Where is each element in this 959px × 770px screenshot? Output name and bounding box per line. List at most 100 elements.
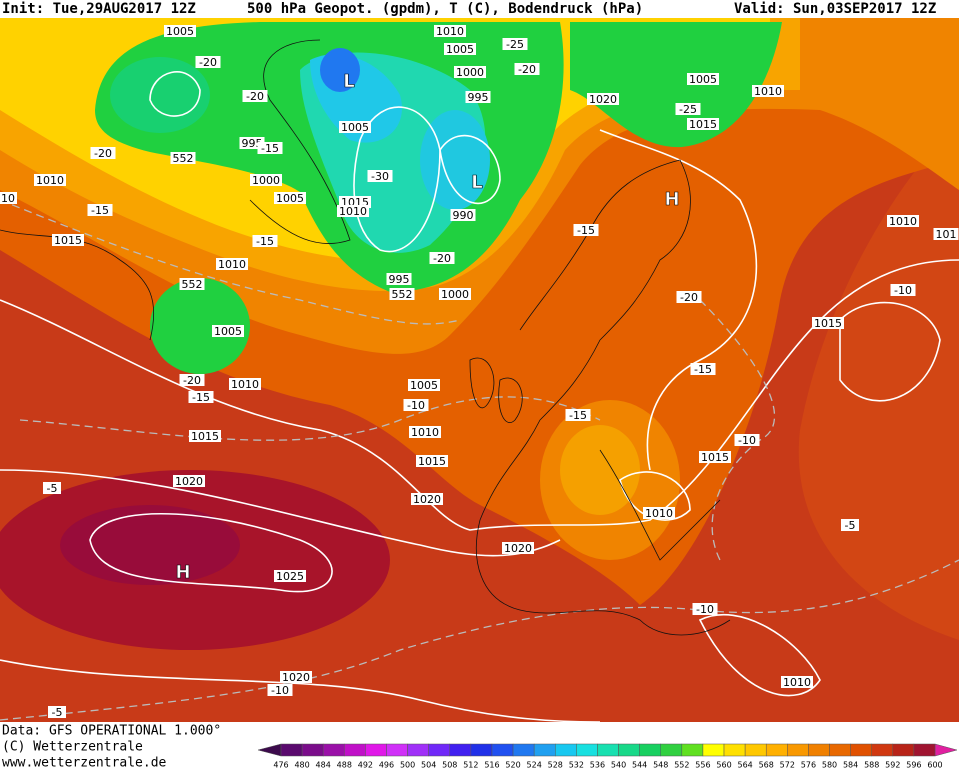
label-box	[274, 570, 306, 582]
isobar-label: 1015	[191, 430, 219, 443]
isobar-label: 1015	[54, 234, 82, 247]
isobar-label: -5	[845, 519, 856, 532]
coastlines	[0, 39, 731, 636]
label-box	[781, 676, 813, 688]
colorbar-box	[723, 743, 746, 757]
label-box	[812, 317, 844, 329]
colorbar-label: 476	[273, 761, 288, 770]
label-box	[179, 374, 205, 386]
isobar-label: -10	[738, 434, 756, 447]
isobar-label: -5	[47, 482, 58, 495]
label-box	[408, 379, 440, 391]
colorbar-box	[365, 743, 387, 757]
colorbar-box	[491, 743, 514, 757]
label-box	[267, 684, 293, 696]
isobar-label: 1010	[231, 378, 259, 391]
label-box	[188, 391, 214, 403]
label-box	[416, 455, 448, 467]
label-box	[502, 542, 534, 554]
label-box	[429, 252, 455, 264]
label-box	[675, 103, 701, 115]
colorbar-box	[322, 743, 345, 757]
label-box	[389, 288, 415, 300]
label-box	[250, 174, 282, 186]
colorbar-label: 524	[527, 761, 542, 770]
label-box	[280, 671, 312, 683]
colorbar-label: 512	[463, 761, 478, 770]
init-time: Init: Tue,29AUG2017 12Z	[2, 1, 196, 17]
label-box	[699, 451, 731, 463]
valid-time: Valid: Sun,03SEP2017 12Z	[734, 1, 936, 17]
map-title: 500 hPa Geopot. (gpdm), T (C), Bodendruc…	[247, 1, 643, 17]
label-box	[933, 228, 959, 240]
colorbar-label: 520	[505, 761, 520, 770]
pressure-center: L	[471, 172, 482, 193]
pressure-center: H	[175, 562, 190, 583]
colorbar-box	[765, 743, 788, 757]
isobar-label: -10	[894, 284, 912, 297]
isobar-label: 990	[453, 209, 474, 222]
colorbar-label: 540	[611, 761, 626, 770]
isobar-label: -15	[192, 391, 210, 404]
isobar-label: -20	[94, 147, 112, 160]
colorbar-label: 576	[801, 761, 816, 770]
temperature-lines	[0, 199, 959, 721]
label-box	[189, 430, 221, 442]
label-box	[242, 90, 268, 102]
isobar-label: 1000	[456, 66, 484, 79]
colorbar-box	[829, 743, 851, 757]
data-source: Data: GFS OPERATIONAL 1.000°	[2, 724, 221, 739]
label-box	[565, 409, 591, 421]
label-box	[34, 174, 66, 186]
label-box	[170, 152, 196, 164]
label-box	[502, 38, 528, 50]
colorbar-box	[660, 743, 683, 757]
isobar-label: -10	[271, 684, 289, 697]
colorbar-box	[681, 743, 704, 757]
pressure-center: H	[664, 189, 679, 210]
isobar-label: 1015	[418, 455, 446, 468]
colorbar-box	[913, 743, 936, 757]
label-box	[450, 209, 476, 221]
label-box	[687, 73, 719, 85]
label-box	[87, 204, 113, 216]
label-box	[434, 25, 466, 37]
isobar-label: -15	[256, 235, 274, 248]
isobar-label: 1010	[218, 258, 246, 271]
isobars	[0, 71, 959, 723]
isobar-label: 1010	[889, 215, 917, 228]
colorbar-label: 592	[885, 761, 900, 770]
copyright: (C) Wetterzentrale	[2, 740, 143, 755]
label-box	[411, 493, 443, 505]
label-box	[90, 147, 116, 159]
label-box	[164, 25, 196, 37]
pressure-center: L	[343, 71, 354, 92]
colorbar-box	[808, 743, 830, 757]
url: www.wetterzentrale.de	[2, 756, 167, 770]
colorbar-box	[702, 743, 725, 757]
colorbar-label: 500	[400, 761, 415, 770]
colorbar-label: 508	[442, 761, 457, 770]
label-box	[643, 507, 675, 519]
colorbar-label: 496	[379, 761, 394, 770]
label-box	[573, 224, 599, 236]
isobar-label: 1010	[436, 25, 464, 38]
isobar-label: 1010	[411, 426, 439, 439]
colorbar-box	[639, 743, 661, 757]
isobar-label: 1020	[413, 493, 441, 506]
label-box	[337, 205, 369, 217]
label-box	[216, 258, 248, 270]
colorbar-box	[597, 743, 619, 757]
colorbar-box	[280, 743, 303, 757]
colorbar-label: 532	[569, 761, 584, 770]
isobar-label: -20	[433, 252, 451, 265]
isobar-label: 1010	[36, 174, 64, 187]
isobar-label: -30	[371, 170, 389, 183]
isobar-label: 995	[389, 273, 410, 286]
isobar-label: -25	[679, 103, 697, 116]
label-box	[676, 291, 702, 303]
isobar-label: -20	[518, 63, 536, 76]
colorbar-label: 480	[294, 761, 309, 770]
isobar-label: 552	[173, 152, 194, 165]
